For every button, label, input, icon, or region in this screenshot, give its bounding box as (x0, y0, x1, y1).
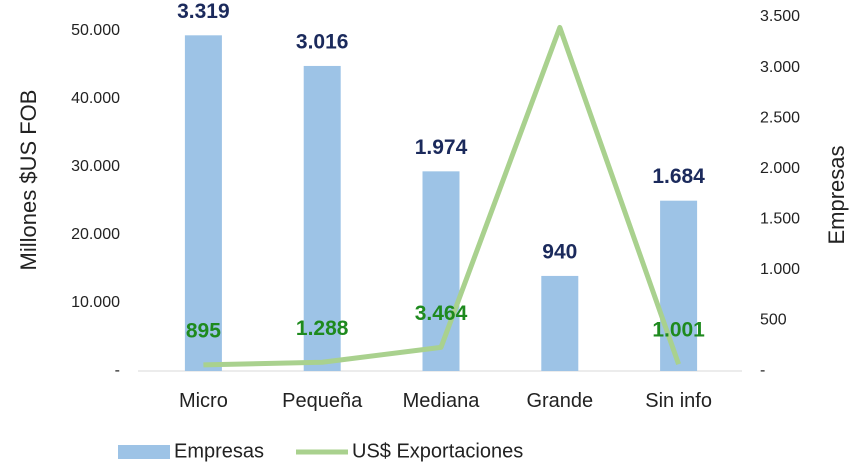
x-tick-label: Sin info (645, 390, 712, 412)
data-label: 940 (542, 240, 577, 263)
data-label: 3.016 (296, 31, 349, 54)
bar (660, 200, 698, 371)
x-tick-label: Micro (178, 390, 228, 412)
y2-tick-label: 1.000 (760, 261, 800, 278)
legend-label: US$ Exportaciones (352, 440, 523, 462)
y-tick-label: 50.000 (71, 22, 120, 39)
data-label: 50.467 (528, 0, 592, 5)
data-label: 3.319 (177, 0, 230, 23)
y2-tick-label: - (760, 362, 765, 379)
y2-tick-label: 1.500 (760, 211, 800, 228)
y2-tick-label: 2.000 (760, 160, 800, 177)
y-tick-label: - (115, 362, 120, 379)
y2-tick-label: 2.500 (760, 109, 800, 126)
data-label: 1.001 (652, 319, 705, 342)
legend-swatch (118, 445, 170, 459)
x-tick-label: Mediana (402, 390, 480, 412)
data-label: 1.974 (415, 136, 468, 159)
y-axis-title: Millones $US FOB (16, 90, 41, 271)
data-label: 1.288 (296, 317, 349, 340)
data-label: 1.684 (652, 165, 705, 188)
y-tick-label: 10.000 (71, 294, 120, 311)
y-tick-label: 20.000 (71, 226, 120, 243)
data-label: 895 (186, 319, 221, 342)
bar (303, 65, 341, 372)
data-label: 3.464 (415, 302, 468, 325)
y-tick-label: 30.000 (71, 158, 120, 175)
y2-tick-label: 3.500 (760, 8, 800, 25)
y2-tick-label: 3.000 (760, 59, 800, 76)
legend-label: Empresas (174, 440, 264, 462)
x-tick-label: Grande (526, 390, 594, 412)
x-tick-label: Pequeña (282, 390, 363, 412)
bar (541, 275, 579, 371)
bar (422, 171, 460, 371)
y2-axis-title: Empresas (824, 145, 849, 244)
bar (184, 35, 222, 372)
line-series (203, 24, 681, 368)
y2-tick-label: 500 (760, 312, 787, 329)
y-tick-label: 40.000 (71, 90, 120, 107)
